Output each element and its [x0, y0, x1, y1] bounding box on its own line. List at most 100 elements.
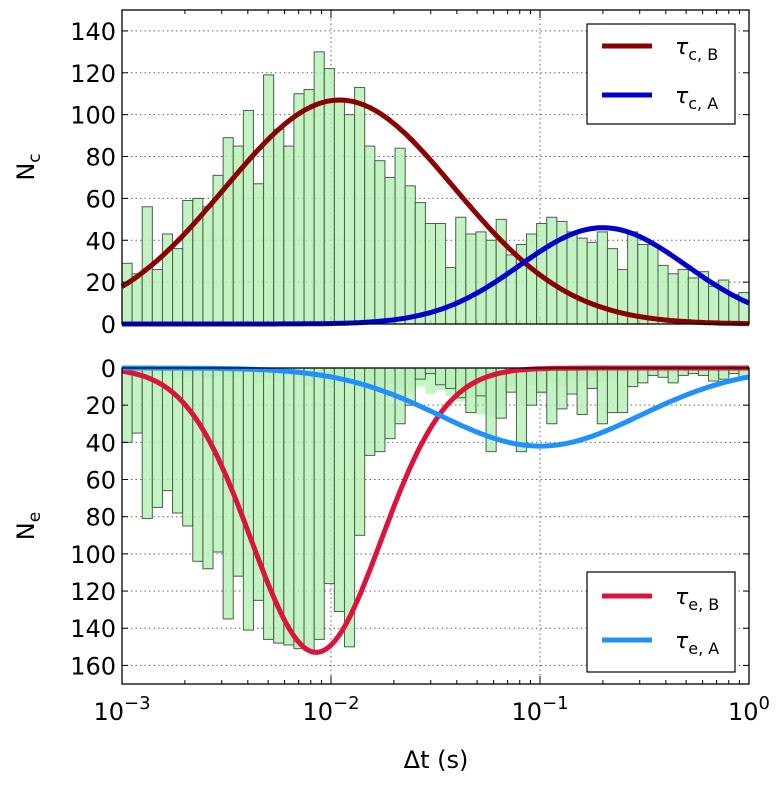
histogram-bar	[303, 89, 315, 325]
y-tick-label: 80	[85, 504, 116, 532]
histogram-bar	[364, 367, 376, 456]
histogram-bar	[566, 367, 578, 395]
x-tick-label: 100	[728, 693, 770, 726]
x-axis-label: Δt (s)	[404, 746, 469, 774]
histogram-bar	[677, 269, 689, 325]
histogram-bar	[354, 367, 366, 536]
bottom-legend-box	[586, 571, 736, 673]
histogram-bar	[526, 367, 538, 406]
y-tick-label: 120	[70, 60, 116, 88]
y-tick-label: 60	[85, 467, 116, 495]
legend-label-tau-c-b: τc, B	[675, 35, 718, 64]
legend-label-tau-c-a: τc, A	[675, 84, 718, 113]
histogram-bar	[273, 128, 285, 325]
histogram-bar	[576, 237, 588, 325]
histogram-bar	[556, 367, 568, 410]
y-tick-label: 60	[85, 185, 116, 213]
top-legend: τc, B τc, A	[586, 23, 736, 125]
histogram-bar	[182, 199, 194, 325]
histogram-bar	[627, 231, 639, 325]
histogram-bar	[435, 367, 447, 386]
histogram-bar	[414, 202, 426, 325]
histogram-bar	[283, 367, 295, 646]
histogram-bar	[151, 269, 163, 325]
histogram-bar	[343, 114, 356, 325]
y-tick-label: 20	[85, 392, 116, 420]
histogram-bar	[445, 367, 457, 389]
histogram-bar	[586, 241, 598, 325]
y-tick-label: 100	[70, 102, 116, 130]
bottom-legend: τe, B τe, A	[586, 571, 736, 673]
histogram-bar	[657, 264, 669, 325]
histogram-bar	[242, 109, 254, 325]
histogram-bar	[222, 137, 234, 325]
y-tick-label: 100	[70, 541, 116, 569]
histogram-bar	[536, 367, 548, 393]
histogram-bar-light	[425, 368, 436, 395]
histogram-bar	[263, 74, 275, 325]
bottom-y-ticks: 0 20 40 60 80 100 120 140 160	[70, 355, 749, 680]
x-tick-label: 10−1	[511, 693, 568, 726]
histogram-bar	[505, 254, 517, 325]
histogram-bar	[323, 367, 335, 585]
histogram-bar	[708, 285, 720, 325]
histogram-bar	[465, 233, 477, 325]
histogram-bar	[364, 145, 376, 325]
histogram-bar	[515, 367, 528, 453]
histogram-bar	[202, 367, 214, 570]
histogram-bar	[283, 145, 295, 325]
histogram-bar	[475, 231, 487, 325]
histogram-bar	[455, 216, 467, 325]
histogram-bar	[627, 367, 639, 388]
x-tick-label: 10−3	[93, 693, 150, 726]
histogram-bar	[232, 367, 244, 577]
histogram-bar	[394, 147, 406, 325]
top-y-ticks: 0 20 40 60 80 100 120 140	[70, 18, 749, 339]
histogram-bar	[182, 367, 194, 527]
y-tick-label: 40	[85, 429, 116, 457]
histogram-bar	[172, 248, 184, 325]
histogram-bar	[374, 160, 386, 325]
histogram-bar	[384, 176, 396, 325]
top-panel: 0 20 40 60 80 100 120 140 Nc τc, B τc, A	[12, 9, 751, 339]
histogram-bar	[242, 367, 254, 631]
y-tick-label: 0	[101, 355, 116, 383]
bottom-plot-frame	[121, 367, 750, 685]
histogram-bar	[172, 367, 184, 514]
top-y-axis-label: Nc	[12, 153, 45, 180]
y-tick-label: 40	[85, 227, 116, 255]
histogram-bar	[354, 86, 366, 325]
y-tick-label: 140	[70, 18, 116, 46]
histogram-bar	[333, 367, 345, 613]
histogram-bar	[404, 185, 416, 325]
y-tick-label: 140	[70, 615, 116, 643]
legend-label-tau-e-a: τe, A	[675, 629, 719, 658]
histogram-bar	[414, 367, 426, 380]
histogram-bar	[313, 51, 325, 325]
histogram-bar	[546, 367, 558, 425]
histogram-bar	[526, 233, 538, 325]
histogram-bar	[293, 93, 305, 325]
histogram-bar	[151, 367, 163, 508]
histogram-bar	[637, 243, 649, 325]
histogram-bar	[424, 367, 436, 375]
bottom-x-ticks: 10−3 10−2 10−1 100	[93, 693, 770, 726]
histogram-bar	[617, 367, 629, 414]
histogram-bar	[333, 101, 345, 325]
legend-label-tau-e-b: τe, B	[675, 585, 719, 614]
histogram-bar	[576, 367, 588, 415]
histogram-bar	[313, 367, 325, 640]
histogram-bar	[303, 367, 315, 652]
histogram-bar	[647, 243, 659, 325]
histogram-bar	[586, 367, 598, 389]
histogram-bar	[687, 277, 699, 325]
histogram-bar	[374, 367, 386, 453]
histogram-bar	[566, 231, 578, 325]
histogram-bar	[293, 367, 305, 650]
y-tick-label: 120	[70, 578, 116, 606]
y-tick-label: 0	[101, 311, 116, 339]
histogram-bar	[465, 367, 477, 414]
y-tick-label: 20	[85, 269, 116, 297]
histogram-bar	[121, 262, 133, 325]
